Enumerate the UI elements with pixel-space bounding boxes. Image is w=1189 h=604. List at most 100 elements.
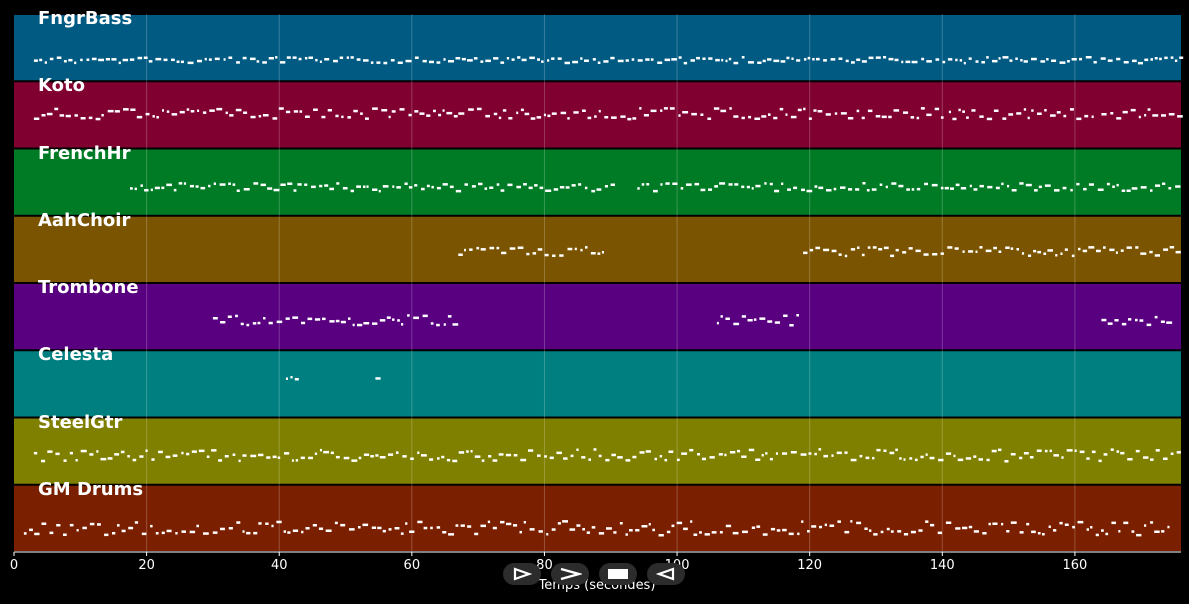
note (940, 252, 944, 255)
note (246, 531, 251, 535)
note (803, 107, 806, 111)
note (506, 57, 510, 60)
note (390, 59, 395, 62)
note (971, 109, 976, 112)
note (132, 458, 137, 462)
note (1005, 246, 1010, 249)
note (1062, 186, 1067, 190)
note (181, 530, 186, 533)
note (1154, 57, 1158, 60)
track-label: FngrBass (38, 8, 133, 29)
note (1083, 187, 1087, 191)
note (436, 61, 441, 64)
note (292, 529, 299, 532)
note (537, 454, 541, 457)
note (975, 250, 978, 253)
note (1154, 254, 1160, 257)
note (741, 185, 745, 189)
note (1096, 249, 1101, 253)
note (562, 520, 568, 523)
note (840, 186, 846, 189)
note (56, 56, 62, 59)
note (606, 527, 612, 530)
note (447, 315, 452, 318)
note (1135, 449, 1140, 453)
play-outline-button[interactable] (503, 563, 541, 585)
note (176, 60, 180, 63)
note (769, 182, 773, 186)
note (653, 189, 658, 193)
note (551, 528, 556, 531)
note (436, 323, 440, 327)
note (139, 455, 144, 458)
note (365, 117, 369, 120)
note (868, 529, 872, 532)
note (1100, 57, 1106, 60)
note (650, 109, 657, 113)
note (394, 527, 400, 530)
note (639, 451, 645, 454)
note (848, 188, 853, 191)
note (641, 183, 645, 186)
note (865, 456, 870, 460)
note (585, 246, 588, 249)
note (396, 186, 401, 189)
note (737, 449, 741, 453)
note (218, 459, 223, 462)
note (1105, 532, 1109, 536)
note (873, 533, 878, 536)
track-background (14, 418, 1181, 484)
note (995, 186, 1000, 190)
note (148, 60, 153, 63)
note (844, 530, 850, 534)
note (391, 110, 396, 113)
note (582, 528, 585, 531)
x-tick-label: 0 (9, 558, 19, 573)
next-button[interactable] (551, 563, 589, 585)
note (179, 110, 185, 114)
note (923, 253, 929, 256)
note (340, 320, 346, 324)
note (305, 527, 310, 530)
note (686, 183, 692, 186)
note (880, 530, 884, 534)
note (617, 456, 623, 459)
x-tick-label: 60 (403, 558, 421, 573)
note (704, 533, 710, 536)
note (325, 529, 332, 532)
note (767, 58, 772, 61)
note (838, 57, 843, 60)
note (200, 186, 206, 190)
note (829, 524, 835, 527)
note (250, 115, 256, 119)
track-label: FrenchHr (38, 142, 131, 164)
note (1116, 450, 1120, 453)
note (392, 318, 395, 321)
note (186, 108, 190, 111)
note (773, 116, 778, 120)
note (272, 117, 278, 120)
note (601, 251, 604, 254)
note (728, 57, 732, 61)
note (1002, 56, 1009, 59)
note (413, 316, 419, 320)
back-button[interactable] (647, 563, 685, 585)
note (123, 108, 129, 111)
note (329, 320, 335, 323)
note (824, 523, 827, 527)
note (658, 534, 664, 537)
note (502, 109, 507, 112)
note (312, 524, 317, 527)
stop-button[interactable] (599, 563, 637, 585)
note (155, 57, 162, 61)
note (611, 453, 616, 457)
note (358, 456, 362, 460)
note (156, 116, 159, 119)
track-background (14, 284, 1181, 350)
note (637, 59, 643, 62)
note (377, 526, 382, 530)
note (986, 117, 993, 121)
note (1147, 108, 1151, 111)
note (1166, 321, 1173, 324)
note (436, 526, 441, 529)
